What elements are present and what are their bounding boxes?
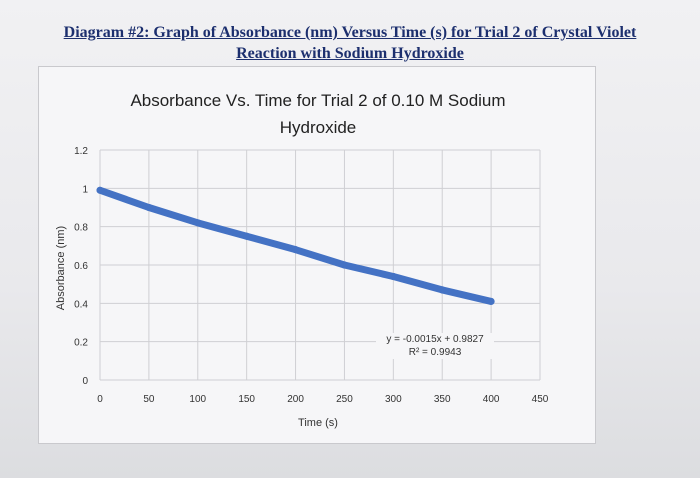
series-line-segment (292, 246, 348, 269)
x-tick-label: 200 (287, 394, 304, 405)
series-line-segment (243, 232, 300, 254)
diagram-title-line2: Reaction with Sodium Hydroxide (236, 45, 464, 62)
chart-title-line2: Hydroxide (280, 118, 357, 137)
grid-lines (99, 149, 541, 381)
y-tick-label: 0 (82, 376, 88, 387)
x-tick-label: 450 (532, 394, 549, 405)
data-point (292, 246, 300, 254)
data-point (243, 232, 251, 240)
y-axis-label: Absorbance (nm) (55, 226, 67, 310)
x-tick-label: 300 (385, 394, 402, 405)
series-lines (96, 186, 495, 305)
data-point (389, 273, 397, 280)
data-point (145, 204, 153, 211)
data-point (96, 186, 104, 194)
tick-labels: 0 50 100 150 200 250 300 350 400 450 0 0.2 0.4 0.6 0.8… (74, 146, 549, 405)
y-tick-label: 0.6 (74, 261, 88, 272)
x-axis-label: Time (s) (298, 417, 338, 429)
y-tick-label: 0.8 (74, 223, 88, 234)
x-tick-label: 0 (97, 394, 103, 405)
x-tick-label: 400 (483, 394, 500, 405)
x-tick-label: 50 (143, 394, 155, 405)
data-point (487, 297, 495, 305)
diagram-title: Diagram #2: Graph of Absorbance (nm) Ver… (20, 22, 680, 64)
y-tick-label: 0.4 (74, 299, 88, 310)
x-tick-label: 250 (336, 394, 353, 405)
x-tick-label: 150 (238, 394, 255, 405)
y-tick-label: 1 (82, 184, 88, 195)
data-point (438, 286, 446, 294)
y-tick-label: 0.2 (74, 338, 88, 349)
chart-title-line1: Absorbance Vs. Time for Trial 2 of 0.10 … (130, 91, 505, 110)
series-line-segment (145, 204, 202, 227)
series-points (96, 186, 495, 305)
data-point (194, 219, 202, 227)
x-tick-label: 100 (189, 394, 206, 405)
trendline-equation-box: y = -0.0015x + 0.9827 R² = 0.9943 (376, 333, 494, 359)
trendline-equation: y = -0.0015x + 0.9827 (386, 334, 484, 345)
series-line-segment (194, 219, 251, 240)
trendline-r-squared: R² = 0.9943 (408, 347, 462, 358)
series-line-segment (96, 186, 153, 211)
series-line-segment (438, 286, 495, 305)
series-line-segment (389, 273, 446, 294)
diagram-title-line1: Diagram #2: Graph of Absorbance (nm) Ver… (63, 24, 637, 41)
y-tick-label: 1.2 (74, 146, 88, 157)
x-tick-label: 350 (434, 394, 451, 405)
data-point (340, 261, 348, 269)
series-line-segment (340, 261, 397, 280)
